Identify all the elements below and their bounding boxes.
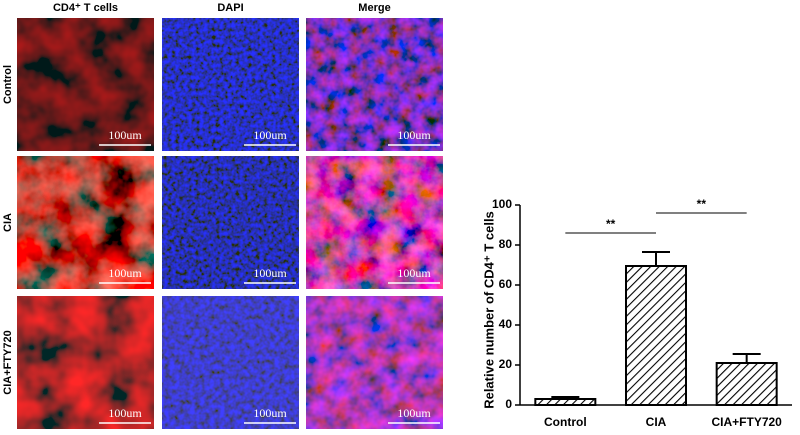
micrograph-texture xyxy=(162,296,299,429)
row-label: Control xyxy=(2,65,14,104)
bar xyxy=(534,398,597,406)
micrograph-texture xyxy=(162,18,299,151)
micrograph-texture xyxy=(306,18,443,151)
y-tick-label: 100 xyxy=(492,197,512,211)
row-label: CIA xyxy=(2,213,14,232)
y-tick-label: 40 xyxy=(499,317,513,331)
scale-bar-label: 100um xyxy=(397,406,431,420)
scale-bar-label: 100um xyxy=(397,128,431,142)
y-axis-label: Relative number of CD4⁺ T cells xyxy=(481,211,496,409)
x-tick-label: CIA+FTY720 xyxy=(711,415,782,429)
y-tick-label: 80 xyxy=(499,237,513,251)
scale-bar-label: 100um xyxy=(253,128,287,142)
y-tick-label: 20 xyxy=(499,357,513,371)
micrograph-texture xyxy=(306,156,443,289)
micrograph-texture xyxy=(17,156,154,289)
significance-label: ** xyxy=(606,217,616,231)
micrograph-texture xyxy=(306,296,443,429)
column-header: DAPI xyxy=(217,2,243,14)
scale-bar-label: 100um xyxy=(108,406,142,420)
scale-bar-label: 100um xyxy=(397,266,431,280)
micrograph-texture xyxy=(162,156,299,289)
micrograph-texture xyxy=(17,18,154,151)
column-header: CD4⁺ T cells xyxy=(53,2,118,14)
bar xyxy=(715,362,778,406)
y-tick-label: 0 xyxy=(505,397,512,411)
significance-label: ** xyxy=(697,197,707,211)
scale-bar-label: 100um xyxy=(108,128,142,142)
micrograph-texture xyxy=(17,296,154,429)
x-tick-label: CIA xyxy=(646,415,667,429)
column-header: Merge xyxy=(358,2,390,14)
x-tick-label: Control xyxy=(544,415,587,429)
y-tick-label: 60 xyxy=(499,277,513,291)
row-label: CIA+FTY720 xyxy=(2,330,14,395)
bar xyxy=(625,265,687,406)
scale-bar-label: 100um xyxy=(253,266,287,280)
scale-bar-label: 100um xyxy=(253,406,287,420)
scale-bar-label: 100um xyxy=(108,266,142,280)
